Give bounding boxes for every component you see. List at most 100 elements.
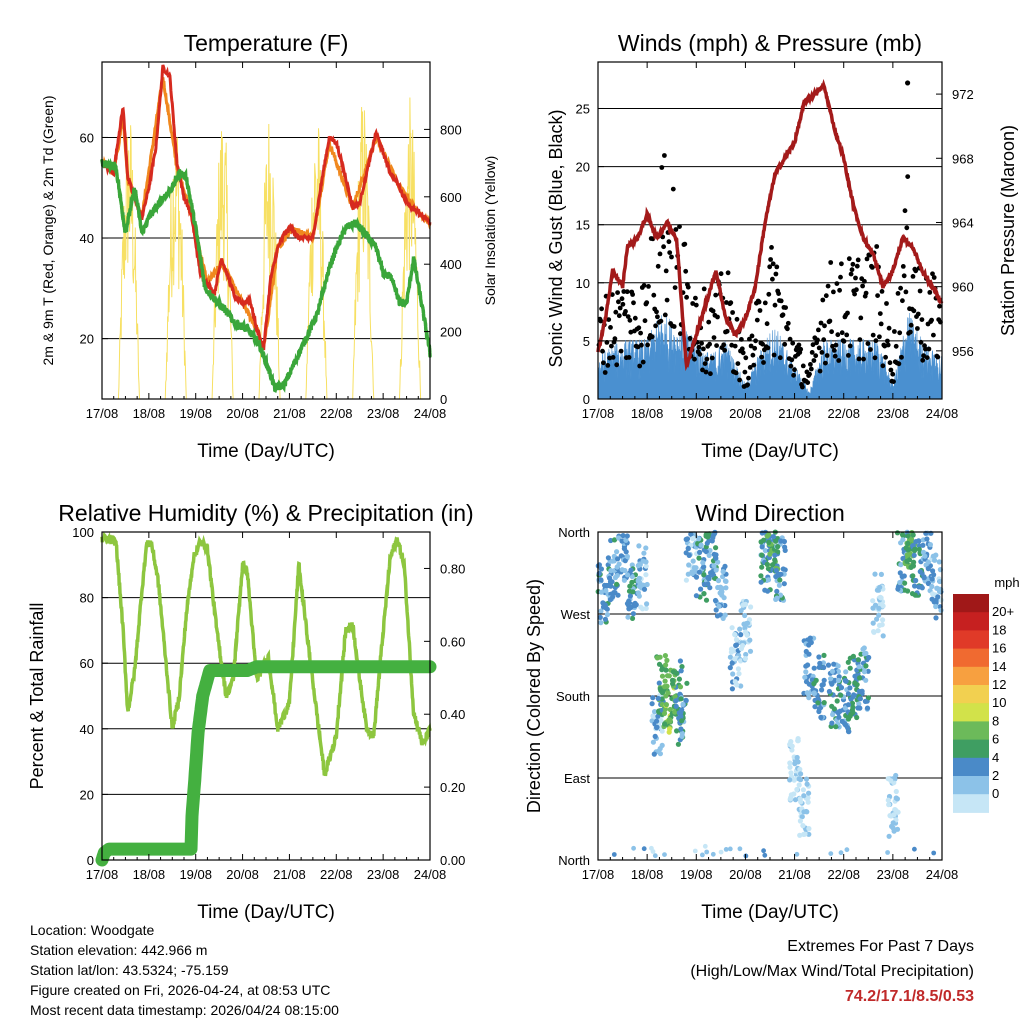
direction-point xyxy=(769,562,776,568)
gust-point xyxy=(891,379,896,384)
gust-point xyxy=(878,321,884,327)
y-tick-label: 20 xyxy=(80,332,94,347)
direction-point xyxy=(608,568,614,574)
direction-point xyxy=(803,663,809,669)
direction-point xyxy=(636,593,642,599)
direction-point xyxy=(916,546,922,553)
gust-point xyxy=(837,287,842,293)
direction-point xyxy=(600,604,607,610)
direction-point xyxy=(631,845,636,851)
gust-point xyxy=(612,336,618,342)
direction-point xyxy=(659,667,665,673)
direction-point xyxy=(729,686,736,692)
y2-tick-label: 0.60 xyxy=(440,634,465,649)
gust-point xyxy=(764,321,770,327)
direction-point xyxy=(702,843,708,849)
gust-point xyxy=(640,359,646,365)
direction-point xyxy=(678,668,684,674)
gust-point xyxy=(718,271,724,277)
direction-point xyxy=(657,746,663,752)
direction-point xyxy=(598,577,604,583)
direction-point xyxy=(629,562,635,568)
gust-point xyxy=(903,289,909,295)
direction-point xyxy=(815,700,821,706)
x-tick-label: 22/08 xyxy=(827,867,860,882)
gust-point xyxy=(800,384,805,390)
direction-point xyxy=(902,580,908,586)
legend-swatch xyxy=(953,612,989,631)
gust-point xyxy=(651,292,657,298)
gust-point xyxy=(860,283,865,289)
x-tick-label: 17/08 xyxy=(86,406,119,421)
direction-point xyxy=(609,579,615,585)
direction-point xyxy=(762,587,768,593)
gust-point xyxy=(855,257,861,263)
gust-point xyxy=(669,254,674,260)
direction-point xyxy=(727,846,733,852)
direction-point xyxy=(610,594,616,600)
direction-point xyxy=(922,553,928,559)
direction-point xyxy=(659,728,665,734)
direction-point xyxy=(621,577,628,583)
direction-point xyxy=(720,615,726,622)
gust-point xyxy=(904,225,910,231)
gust-point xyxy=(770,276,775,282)
gust-point xyxy=(677,224,682,230)
direction-point xyxy=(819,682,825,688)
gust-point xyxy=(619,296,625,302)
direction-point xyxy=(696,569,703,575)
direction-point xyxy=(797,796,803,802)
direction-point xyxy=(627,583,633,589)
gust-point xyxy=(600,348,605,354)
y-tick-label: 5 xyxy=(583,334,590,349)
gust-point xyxy=(610,355,616,360)
x-tick-label: 22/08 xyxy=(827,406,860,421)
direction-point xyxy=(805,799,811,805)
gust-point xyxy=(852,291,857,297)
direction-point xyxy=(794,786,800,793)
gust-point xyxy=(900,264,906,269)
gust-point xyxy=(809,350,815,355)
x-tick-label: 21/08 xyxy=(273,406,306,421)
x-tick-label: 23/08 xyxy=(877,406,910,421)
gust-point xyxy=(772,302,778,308)
gust-point xyxy=(655,314,660,320)
gust-point xyxy=(766,291,772,297)
direction-point xyxy=(829,703,835,709)
gust-point xyxy=(767,264,773,270)
gust-point xyxy=(725,270,731,276)
gust-point xyxy=(745,382,750,388)
x-tick-label: 17/08 xyxy=(86,867,119,882)
direction-point xyxy=(865,695,872,701)
legend-title: mph xyxy=(994,575,1019,590)
gust-point xyxy=(704,356,710,362)
direction-point xyxy=(662,852,667,857)
direction-point xyxy=(830,711,836,718)
created-text: Figure created on Fri, 2026-04-24, at 08… xyxy=(30,982,331,998)
direction-point xyxy=(803,808,809,815)
direction-point xyxy=(732,631,738,638)
direction-point xyxy=(862,698,869,705)
direction-point xyxy=(870,620,876,626)
direction-point xyxy=(747,648,754,654)
direction-point xyxy=(643,572,649,578)
y-tick-label: 0 xyxy=(583,392,590,407)
direction-point xyxy=(919,585,925,591)
x-tick-label: 21/08 xyxy=(778,406,811,421)
direction-point xyxy=(596,570,602,577)
direction-point xyxy=(677,658,684,664)
gust-point xyxy=(671,324,677,329)
direction-point xyxy=(886,833,892,839)
gust-point xyxy=(618,348,624,354)
direction-point xyxy=(598,620,604,626)
direction-point xyxy=(917,569,923,575)
gust-point xyxy=(714,343,719,348)
direction-point xyxy=(788,794,794,801)
direction-point xyxy=(685,545,691,552)
gust-point xyxy=(605,363,611,368)
direction-point xyxy=(704,540,710,546)
gust-point xyxy=(710,308,716,314)
direction-point xyxy=(765,577,772,583)
gust-point xyxy=(662,312,668,318)
